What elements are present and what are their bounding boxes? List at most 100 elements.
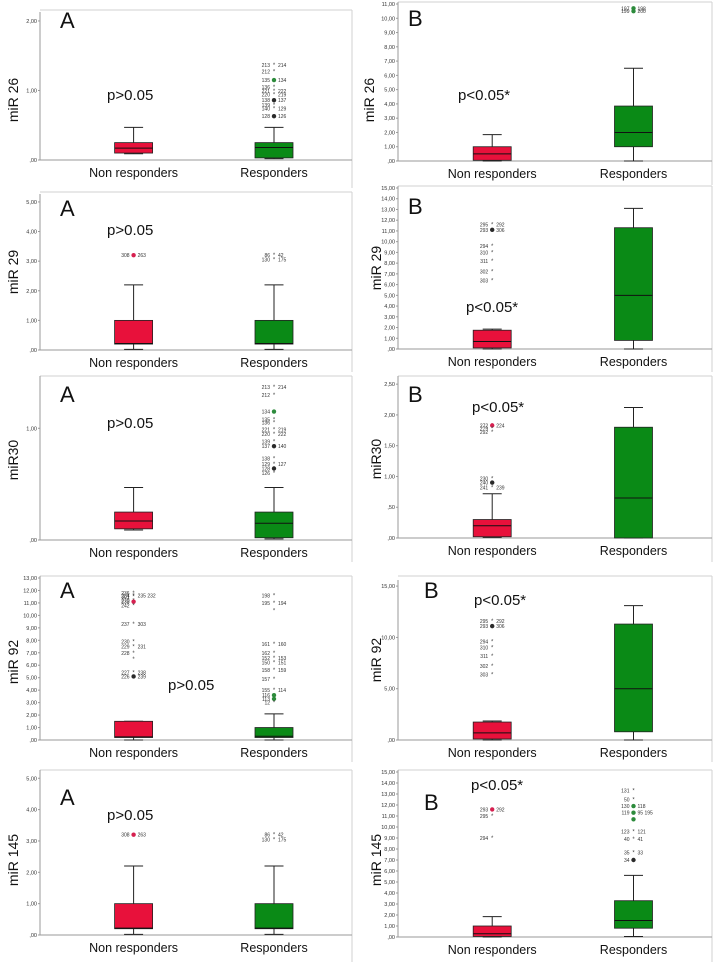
outlier-label: 157 — [262, 677, 271, 683]
outlier-point — [490, 480, 495, 485]
p-value-text: p<0.05* — [474, 592, 526, 609]
outlier-star: * — [273, 432, 276, 438]
p-value-text: p<0.05* — [471, 777, 523, 794]
y-tick-label: 3,00 — [26, 701, 37, 707]
y-tick-label: 9,00 — [384, 250, 395, 256]
outlier-label: 198 — [262, 593, 271, 599]
chart-panel-mir30-B: 2,50 2,00 1,50 1,00 ,50 ,00 Non responders Resp… — [368, 375, 713, 562]
outlier-point — [631, 817, 636, 822]
y-tick-label: 9,00 — [384, 31, 395, 37]
outlier-label: 137 — [262, 444, 271, 450]
y-axis-label: miR 145 — [5, 834, 21, 886]
box-responders — [254, 126, 294, 160]
y-tick-label: ,50 — [387, 505, 395, 511]
y-tick-label: 12,00 — [23, 588, 37, 594]
chart-panel-mir92-A: 13,0012,0011,0010,009,008,007,006,005,00… — [5, 575, 353, 762]
outlier-star: * — [491, 672, 494, 678]
y-tick-label: 2,00 — [26, 289, 37, 295]
y-tick-label: 7,00 — [384, 59, 395, 65]
box-iqr — [254, 319, 294, 345]
y-tick-label: 4,00 — [26, 688, 37, 694]
outlier-label: 138 — [262, 456, 271, 462]
box-non-responders — [472, 916, 512, 938]
outlier-label: 153 — [278, 656, 287, 662]
outlier-label: 220 — [262, 432, 271, 438]
box-non-responders — [114, 865, 153, 935]
outlier-star: * — [273, 601, 276, 607]
panel-letter: A — [60, 382, 75, 407]
box-iqr — [254, 727, 294, 738]
p-value-text: p<0.05* — [466, 299, 518, 316]
x-category-label: Non responders — [89, 941, 178, 955]
outlier-star: * — [273, 837, 276, 843]
y-tick-label: 5,00 — [384, 88, 395, 94]
y-tick-label: 13,00 — [381, 207, 395, 213]
outlier-point — [271, 98, 277, 103]
outlier-label: 308 — [121, 833, 130, 839]
y-tick-label: 5,00 — [26, 676, 37, 682]
outlier-label: 128 — [262, 114, 271, 120]
p-value-text: p>0.05 — [107, 87, 153, 104]
outlier-label: 130 — [262, 837, 271, 843]
outlier-label: 129 — [262, 462, 271, 468]
y-tick-label: 4,00 — [384, 102, 395, 108]
y-tick-label: 4,00 — [384, 304, 395, 310]
outlier-point — [131, 253, 136, 258]
outlier-label: 212 — [262, 70, 271, 76]
outlier-label: 293 — [480, 624, 489, 630]
outlier-label: 222 — [278, 432, 287, 438]
outlier-label: 197 — [621, 6, 630, 12]
panel-letter: B — [408, 382, 423, 407]
outlier-label: 294 — [480, 640, 489, 646]
outlier-point — [131, 599, 136, 604]
outlier-star: * — [632, 829, 635, 835]
y-axis-label: miR 29 — [5, 250, 21, 295]
outlier-label: 263 — [138, 253, 147, 259]
box-non-responders — [472, 134, 512, 162]
box-iqr — [614, 105, 653, 148]
outlier-label: 175 — [278, 258, 287, 264]
outlier-star: * — [632, 850, 635, 856]
outlier-star: * — [491, 244, 494, 250]
outlier-label: 272 — [480, 423, 489, 429]
y-tick-label: 5,00 — [384, 880, 395, 886]
y-tick-label: 14,00 — [381, 197, 395, 203]
y-tick-label: ,00 — [387, 347, 395, 353]
outlier-label: 230 — [121, 640, 130, 646]
x-category-label: Responders — [600, 943, 667, 957]
outlier-star: * — [273, 651, 276, 657]
outlier-label: 308 — [121, 253, 130, 259]
outlier-label: 158 — [262, 668, 271, 674]
x-category-label: Non responders — [89, 356, 178, 370]
panel-letter: B — [408, 194, 423, 219]
x-category-label: Non responders — [89, 746, 178, 760]
y-tick-label: 3,00 — [384, 116, 395, 122]
y-tick-label: 1,00 — [384, 924, 395, 930]
y-tick-label: ,00 — [29, 933, 37, 939]
outlier-star: * — [132, 640, 135, 646]
outlier-star: * — [273, 833, 276, 839]
y-tick-label: 6,00 — [384, 869, 395, 875]
outlier-point — [271, 443, 277, 449]
outlier-label: 140 — [278, 444, 287, 450]
outlier-label: 126 — [278, 114, 287, 120]
x-category-label: Responders — [600, 355, 667, 369]
outlier-label: 134 — [278, 78, 287, 84]
outlier-label: 136 — [262, 421, 271, 427]
y-tick-label: ,00 — [29, 538, 37, 544]
outlier-star: * — [273, 608, 276, 614]
box-non-responders — [472, 493, 512, 538]
outlier-star: * — [273, 258, 276, 264]
outlier-star: * — [273, 656, 276, 662]
outlier-star: * — [491, 430, 494, 436]
outlier-star: * — [491, 426, 494, 432]
outlier-label: 221 — [262, 427, 271, 433]
outlier-label: 292 — [496, 619, 505, 625]
outlier-star: * — [491, 486, 494, 492]
outlier-star: * — [273, 417, 276, 423]
outlier-point — [631, 8, 636, 14]
outlier-label: 175 — [278, 837, 287, 843]
box-responders — [614, 407, 653, 539]
